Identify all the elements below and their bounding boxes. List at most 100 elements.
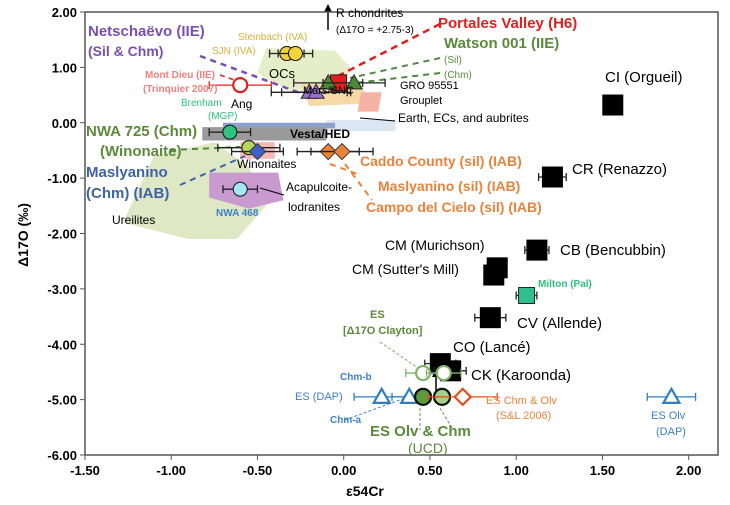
y-tick-label: -4.00 xyxy=(47,337,77,352)
label-watson-sil: (Sil) xyxy=(444,55,462,66)
data-point-nwa-468 xyxy=(222,181,259,197)
label-ureilites: Ureilites xyxy=(112,213,155,227)
diamond-marker xyxy=(453,387,473,407)
points-layer xyxy=(208,46,697,407)
label-es-dap: ES (DAP) xyxy=(295,391,343,403)
square-marker xyxy=(518,287,536,305)
triangle-marker xyxy=(661,386,682,404)
square-marker xyxy=(541,166,563,188)
x-tick-label: 2.00 xyxy=(676,463,701,478)
data-point-es-dap-chm-b xyxy=(353,386,410,404)
label-nwa725: NWA 725 (Chm) xyxy=(86,123,197,140)
data-point-netscha-vo-iie-chm xyxy=(280,83,352,99)
x-tick-label: 1.50 xyxy=(590,463,615,478)
label-maslyanino-chm-sub: (Chm) (IAB) xyxy=(86,185,169,202)
label-earth: Earth, ECs, and aubrites xyxy=(398,111,529,125)
y-tick-label: 0.00 xyxy=(52,116,77,131)
y-tick-label: -1.00 xyxy=(47,171,77,186)
x-tick-label: 0.50 xyxy=(417,463,442,478)
data-point-cm-sutter-s-mill xyxy=(483,264,505,286)
triangle-marker xyxy=(371,386,392,404)
square-marker xyxy=(483,264,505,286)
y-tick-label: 1.00 xyxy=(52,60,77,75)
region-ureilites xyxy=(122,142,267,240)
label-gro: GRO 95551 xyxy=(400,80,459,92)
y-axis-label: Δ17O (‰) xyxy=(15,203,31,267)
leader-line xyxy=(329,22,441,82)
triangle-marker xyxy=(399,386,420,404)
label-chm-a: Chm-a xyxy=(330,415,362,426)
circle-marker xyxy=(232,181,248,197)
leader-line xyxy=(379,341,419,369)
label-ocs: OCs xyxy=(269,66,296,81)
label-milton: Milton (Pal) xyxy=(538,279,592,290)
label-lodranites: lodranites xyxy=(288,200,340,214)
data-point-cb-bencubbin xyxy=(524,239,550,261)
data-point-brenham-mgp xyxy=(208,124,252,140)
label-co: CO (Lancé) xyxy=(453,339,531,356)
label-es-clayton: ES xyxy=(370,309,385,321)
label-mars: Mars/SNC xyxy=(303,85,354,97)
label-winonaites: Winonaites xyxy=(237,157,296,171)
label-ck: CK (Karoonda) xyxy=(471,367,571,384)
data-point-watson-001-sil xyxy=(322,73,386,90)
label-vesta: Vesta/HED xyxy=(290,127,350,141)
label-cm-sutter: CM (Sutter's Mill) xyxy=(352,261,459,277)
circle-marker xyxy=(232,76,249,94)
leader-line xyxy=(349,57,441,79)
data-point-cr-renazzo xyxy=(537,166,567,188)
x-axis: -1.50 -1.00 -0.50 0.00 0.50 1.00 1.50 2.00 xyxy=(70,455,701,478)
label-maslyanino-chm: Maslyanino xyxy=(86,164,168,181)
leader-line xyxy=(199,54,301,95)
y-axis: 2.00 1.00 0.00 -1.00 -2.00 -3.00 -4.00 -5.00 -6.… xyxy=(47,5,85,463)
leader-lines xyxy=(169,4,453,430)
region-earth-ecs-and-aubrites xyxy=(326,119,396,132)
y-tick-label: -6.00 xyxy=(47,448,77,463)
y-tick-label: -2.00 xyxy=(47,227,77,242)
square-marker xyxy=(602,94,624,116)
label-steinbach: Steinbach (IVA) xyxy=(238,32,307,43)
data-point-es-chm-olv-s-l-2006 xyxy=(427,387,498,407)
circle-marker xyxy=(435,364,452,382)
leader-line xyxy=(329,163,361,176)
y-tick-label: -5.00 xyxy=(47,393,77,408)
x-tick-label: 0.00 xyxy=(331,463,356,478)
annotations: Netschaëvo (IIE) (Sil & Chm) Steinbach (IV… xyxy=(86,6,686,456)
label-ci: CI (Orgueil) xyxy=(605,69,683,86)
x-axis-label: ε54Cr xyxy=(346,483,384,499)
label-mont-dieu-sub: (Trinquier 2007) xyxy=(143,84,217,95)
data-point-mont-dieu-iie-trinquier-2007 xyxy=(208,76,272,94)
arrowhead-icon xyxy=(324,4,332,12)
label-es-ucd: ES Olv & Chm xyxy=(370,423,471,440)
label-r-chondrites: R chondrites xyxy=(336,6,403,20)
x-tick-label: -1.50 xyxy=(70,463,100,478)
region-gro-95551-grouplet xyxy=(357,92,382,112)
label-es-olv-sub: (DAP) xyxy=(656,426,686,438)
leader-line xyxy=(354,72,441,84)
x-tick-label: -0.50 xyxy=(243,463,273,478)
leader-line xyxy=(344,163,373,201)
label-sjn: SJN (IVA) xyxy=(212,46,256,57)
label-portales: Portales Valley (H6) xyxy=(438,15,577,32)
label-brenham-sub: (MGP) xyxy=(208,111,237,122)
x-tick-label: 1.00 xyxy=(504,463,529,478)
data-point-maslyanino-campo-del-cielo-sil-iab xyxy=(310,142,374,161)
triangle-marker xyxy=(345,73,363,90)
label-netschaevo: Netschaëvo (IIE) xyxy=(88,23,205,40)
label-maslyanino-sil: Maslyanino (sil) (IAB) xyxy=(378,178,520,194)
label-chm-b: Chm-b xyxy=(340,372,372,383)
data-point-cv-allende xyxy=(474,307,507,329)
label-es-clayton-sub: [Δ17O Clayton] xyxy=(343,325,423,337)
label-cv: CV (Allende) xyxy=(517,315,602,332)
square-marker xyxy=(479,307,501,329)
label-grouplet: Grouplet xyxy=(400,95,442,107)
label-acapulcoite: Acapulcoite- xyxy=(286,180,352,194)
label-cb: CB (Bencubbin) xyxy=(560,242,666,259)
leader-line xyxy=(344,397,406,421)
label-watson: Watson 001 (IIE) xyxy=(444,35,559,52)
label-caddo: Caddo County (sil) (IAB) xyxy=(360,153,522,169)
data-point-es-17o-clayton-b xyxy=(425,364,462,382)
label-es-ucd-sub: (UCD) xyxy=(408,440,448,456)
leader-line xyxy=(219,74,241,83)
circle-marker xyxy=(222,124,238,140)
